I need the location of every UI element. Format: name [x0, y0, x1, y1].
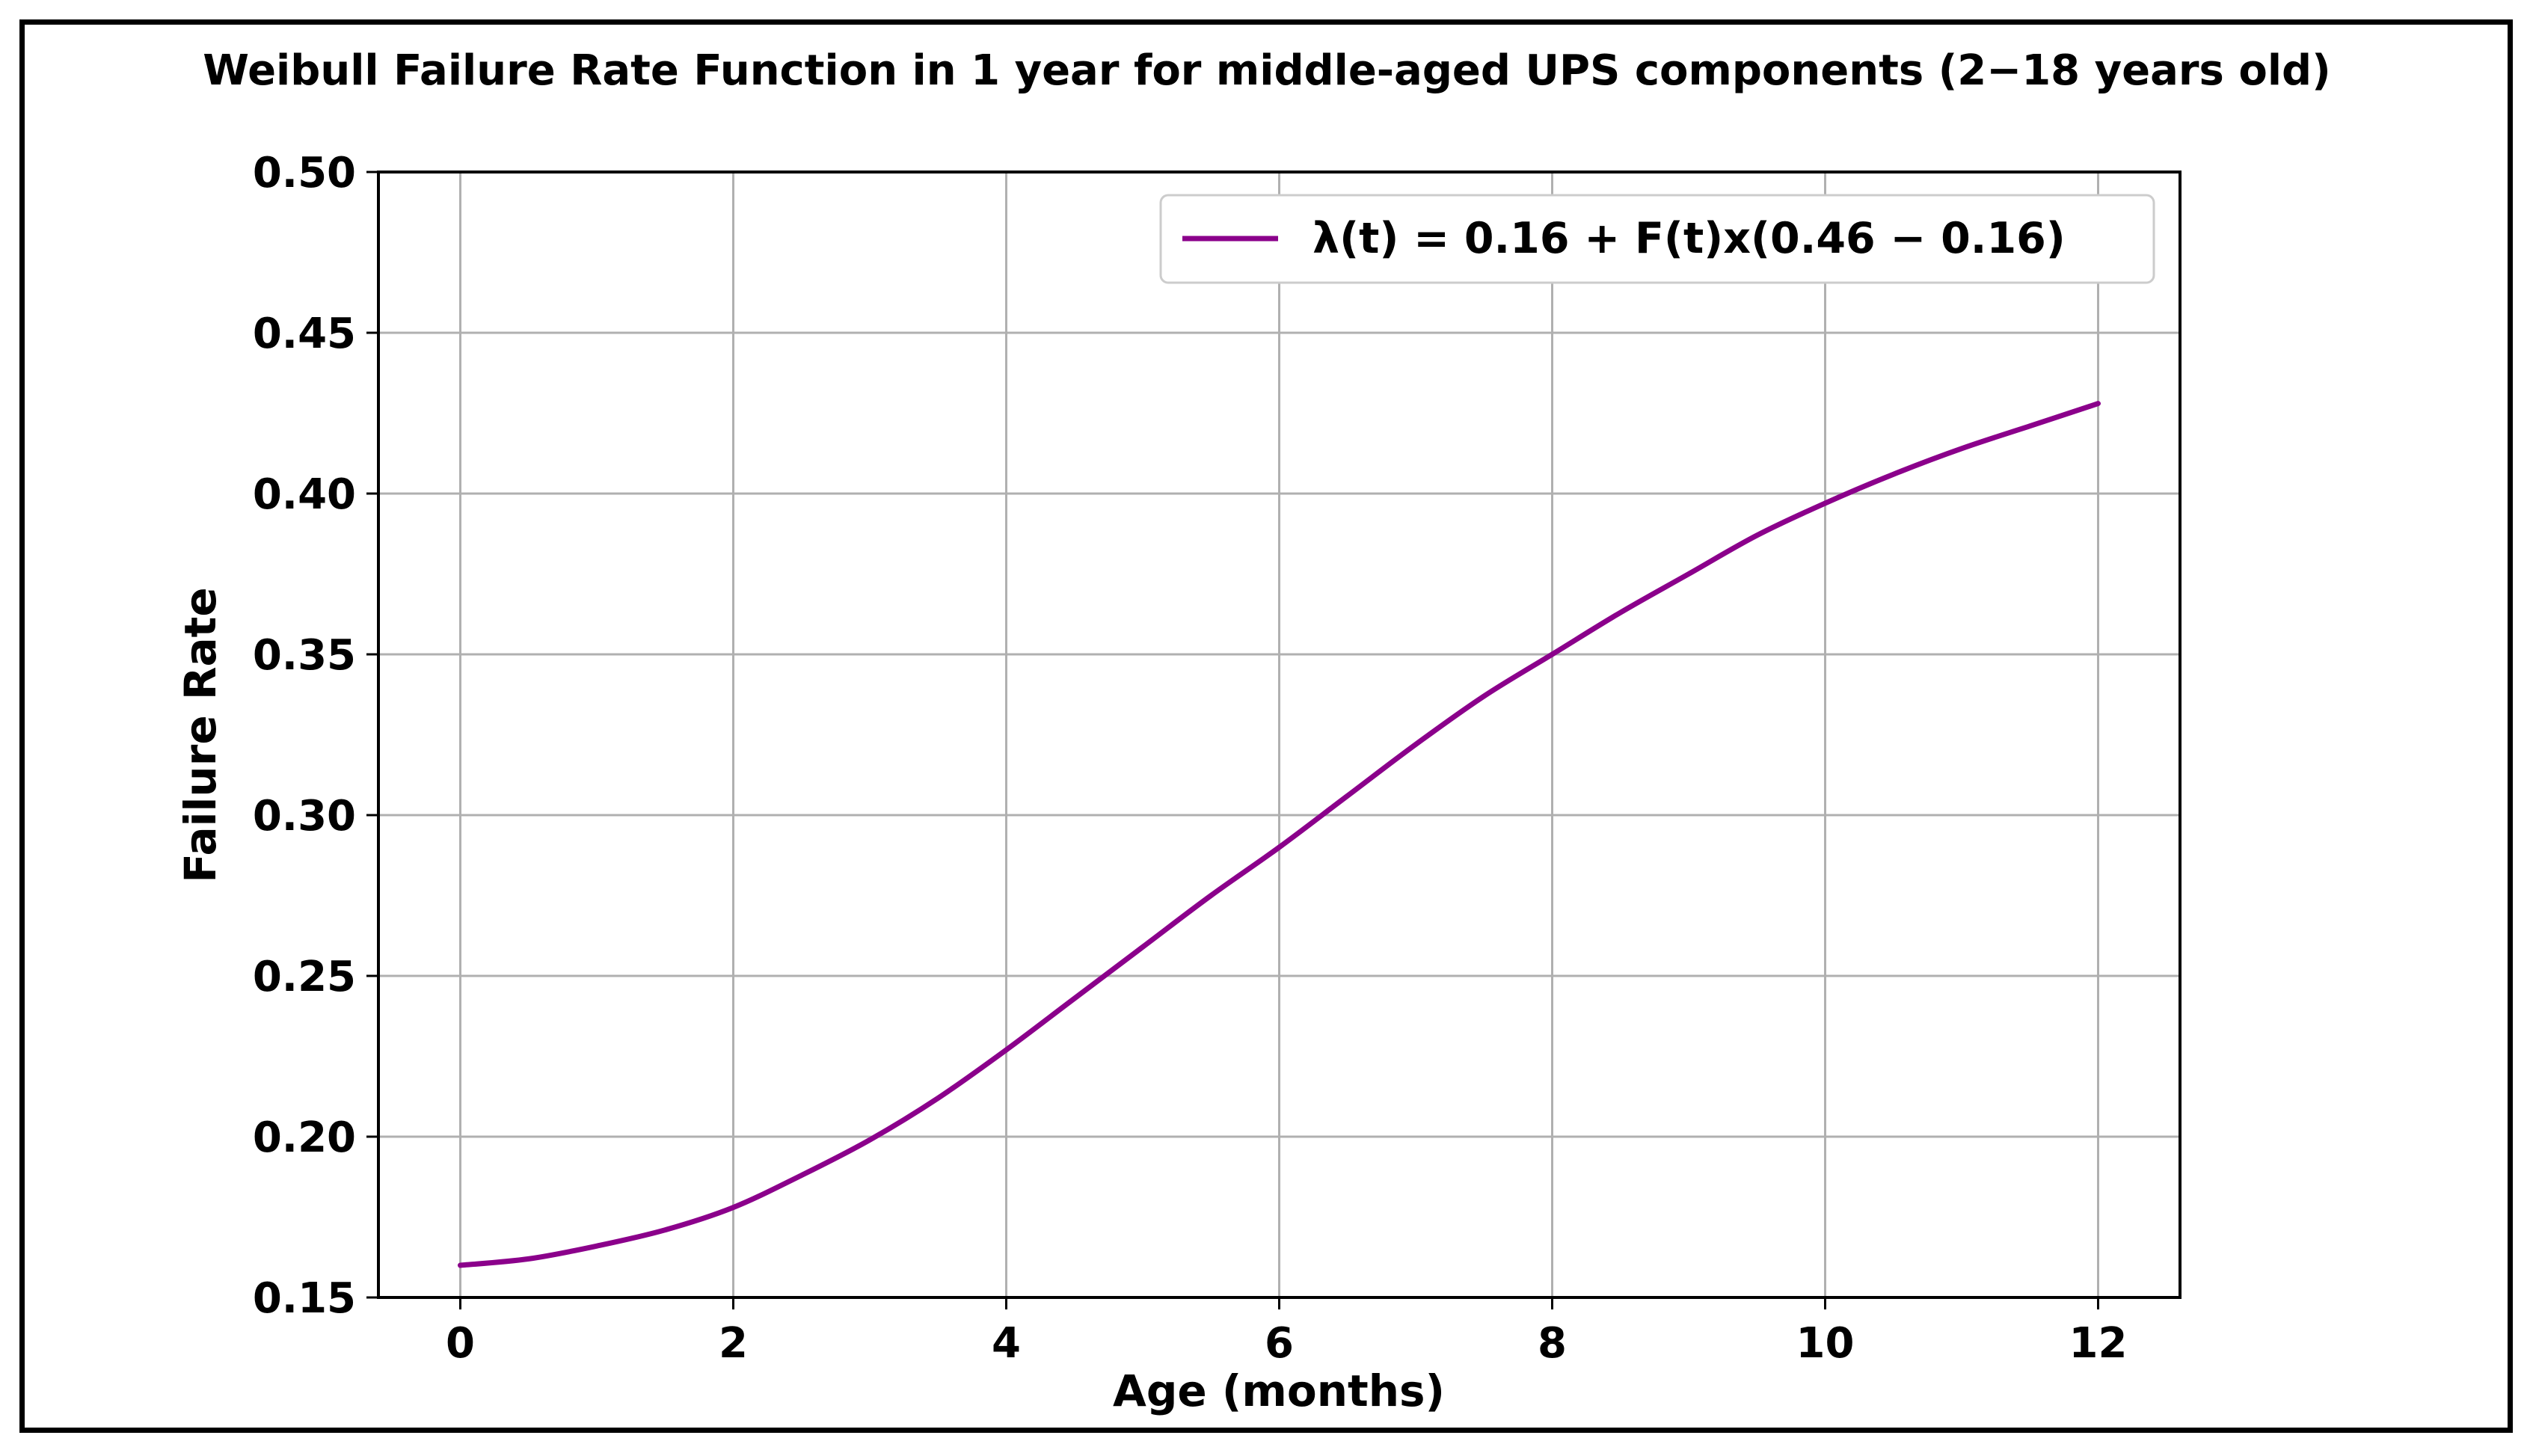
- x-tick-label: 4: [992, 1319, 1021, 1368]
- x-axis-ticks: 0 2 4 6 8 10 12: [446, 1297, 2127, 1368]
- x-tick-label: 6: [1265, 1319, 1294, 1368]
- series-layer: [458, 401, 2101, 1268]
- y-axis-ticks: 0.15 0.20 0.25 0.30 0.35 0.40 0.45 0.50: [253, 149, 378, 1323]
- y-tick-label: 0.15: [253, 1274, 356, 1323]
- x-tick-label: 12: [2069, 1319, 2128, 1368]
- y-tick-label: 0.50: [253, 149, 356, 197]
- legend: λ(t) = 0.16 + F(t)x(0.46 − 0.16): [1159, 194, 2155, 284]
- x-tick-label: 10: [1796, 1319, 1855, 1368]
- y-axis-label: Failure Rate: [175, 587, 226, 882]
- y-tick-label: 0.45: [253, 310, 356, 358]
- y-tick-label: 0.35: [253, 631, 356, 680]
- x-tick-label: 8: [1538, 1319, 1567, 1368]
- y-tick-label: 0.30: [253, 792, 356, 841]
- legend-label: λ(t) = 0.16 + F(t)x(0.46 − 0.16): [1312, 214, 2066, 263]
- series-line: [458, 401, 2101, 1268]
- x-tick-label: 0: [446, 1319, 475, 1368]
- y-tick-label: 0.25: [253, 953, 356, 1001]
- x-axis-label: Age (months): [1113, 1366, 1445, 1416]
- x-tick-label: 2: [719, 1319, 748, 1368]
- y-tick-label: 0.40: [253, 470, 356, 519]
- y-tick-label: 0.20: [253, 1113, 356, 1162]
- grid: [378, 171, 2180, 1299]
- chart-title: Weibull Failure Rate Function in 1 year …: [203, 46, 2330, 95]
- figure-frame: Weibull Failure Rate Function in 1 year …: [19, 19, 2513, 1433]
- chart: Weibull Failure Rate Function in 1 year …: [175, 46, 2331, 1416]
- legend-box: [1159, 194, 2155, 284]
